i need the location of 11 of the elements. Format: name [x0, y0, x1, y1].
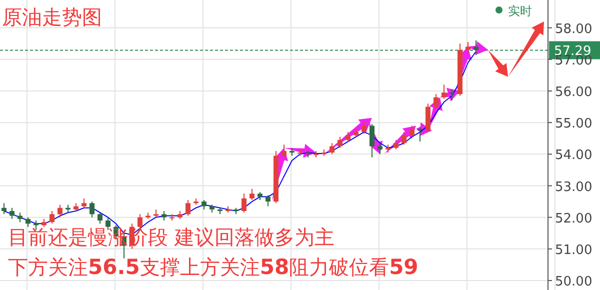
y-tick-label: 55.00	[555, 116, 592, 132]
y-tick-label: 58.00	[555, 22, 592, 37]
y-tick-label: 56.00	[555, 84, 592, 100]
y-tick-label: 54.00	[555, 148, 592, 164]
y-tick-label: 50.00	[555, 274, 592, 290]
chart-title: 原油走势图	[2, 5, 102, 29]
y-tick-label: 52.00	[555, 211, 592, 226]
y-tick-label: 51.00	[555, 242, 592, 258]
y-tick-label: 53.00	[555, 180, 592, 195]
text: 实时	[508, 4, 532, 18]
annotation: 下方关注56.5支撑上方关注58阻力破位看59	[8, 255, 418, 279]
